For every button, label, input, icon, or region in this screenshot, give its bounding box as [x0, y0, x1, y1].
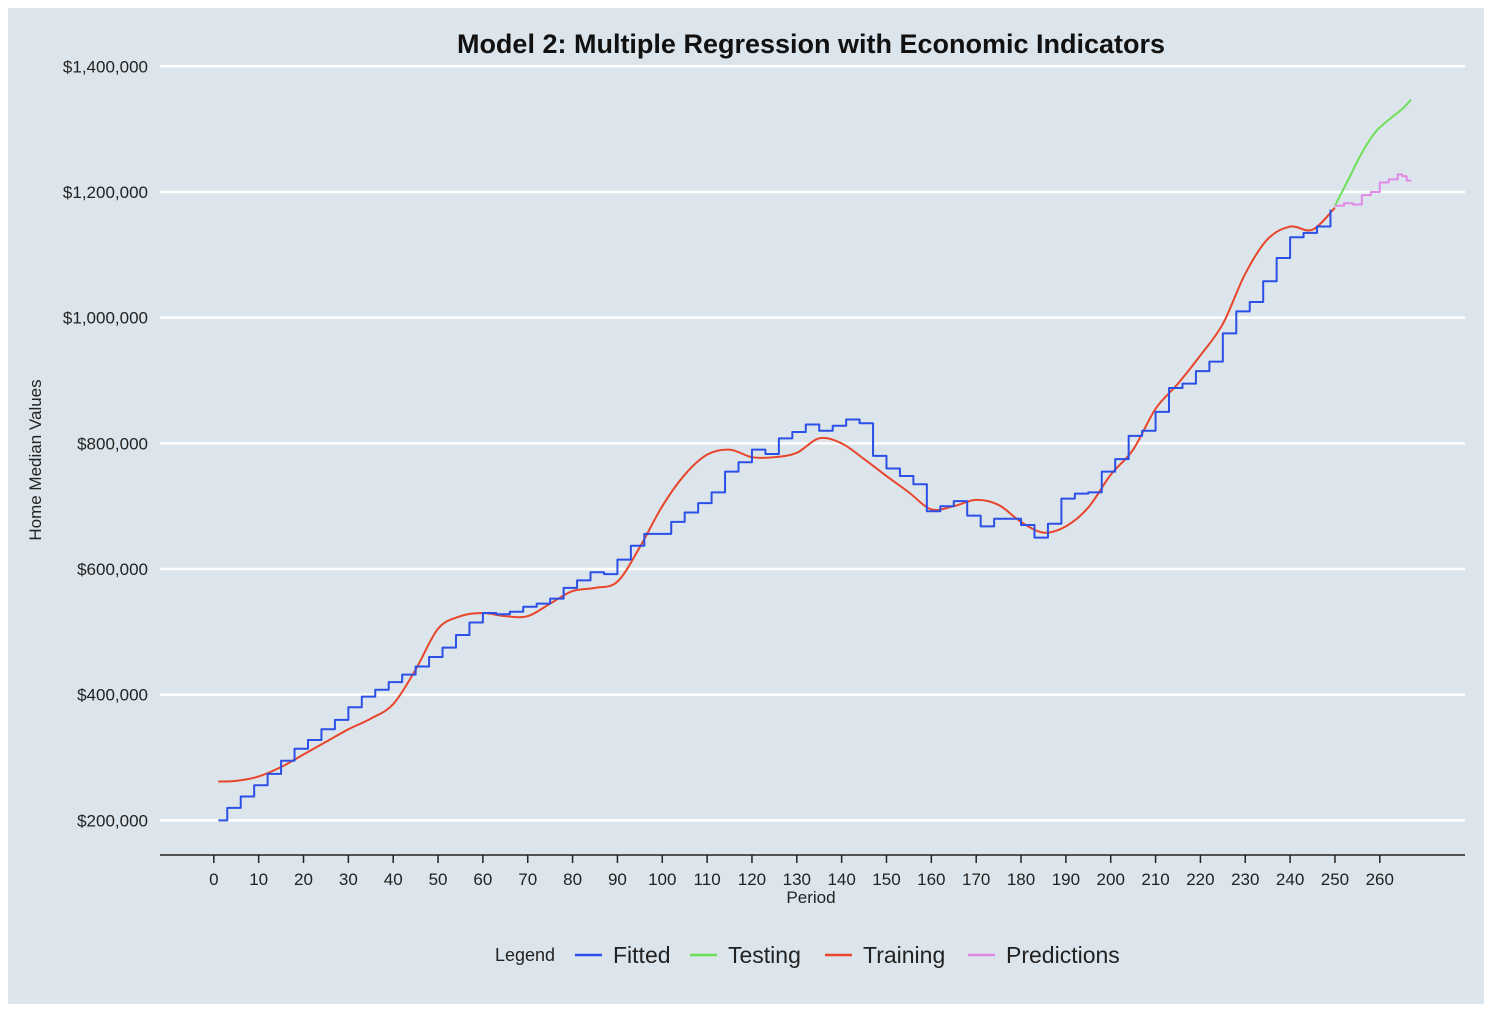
series-line-predictions [1334, 173, 1412, 207]
x-tick-label: 130 [783, 870, 811, 889]
y-tick-label: $1,200,000 [63, 183, 148, 202]
x-tick-label: 200 [1097, 870, 1125, 889]
legend: Legend Fitted Testing Training Predictions [495, 942, 1120, 968]
chart-title: Model 2: Multiple Regression with Econom… [457, 29, 1165, 59]
x-axis-title: Period [786, 888, 835, 907]
grid-lines [160, 65, 1465, 822]
y-tick-label: $200,000 [77, 811, 148, 830]
x-tick-label: 190 [1052, 870, 1080, 889]
x-tick-label: 40 [384, 870, 403, 889]
x-tick-label: 100 [648, 870, 676, 889]
legend-title: Legend [495, 945, 555, 965]
x-tick-label: 160 [917, 870, 945, 889]
y-tick-label: $1,000,000 [63, 309, 148, 328]
x-tick-label: 80 [563, 870, 582, 889]
series-lines [218, 98, 1412, 822]
y-tick-label: $1,400,000 [63, 57, 148, 76]
x-tick-label: 150 [872, 870, 900, 889]
y-axis-tick-labels: $200,000 $400,000 $600,000 $800,000 $1,000,0… [63, 57, 148, 830]
legend-label-testing: Testing [728, 942, 801, 968]
x-tick-label: 140 [827, 870, 855, 889]
x-tick-label: 90 [608, 870, 627, 889]
y-axis-title: Home Median Values [26, 379, 45, 540]
x-tick-label: 120 [738, 870, 766, 889]
x-tick-label: 220 [1186, 870, 1214, 889]
series-line-testing [1334, 98, 1412, 207]
x-tick-label: 20 [294, 870, 313, 889]
x-tick-label: 230 [1231, 870, 1259, 889]
legend-label-predictions: Predictions [1006, 942, 1120, 968]
y-tick-label: $400,000 [77, 686, 148, 705]
x-tick-label: 250 [1321, 870, 1349, 889]
x-tick-label: 180 [1007, 870, 1035, 889]
chart-panel [8, 8, 1484, 1004]
x-tick-label: 110 [694, 870, 721, 889]
legend-label-training: Training [863, 942, 945, 968]
x-tick-label: 210 [1141, 870, 1169, 889]
x-tick-label: 0 [209, 870, 218, 889]
x-tick-label: 260 [1366, 870, 1394, 889]
legend-label-fitted: Fitted [613, 942, 671, 968]
x-tick-label: 70 [518, 870, 537, 889]
x-tick-label: 50 [429, 870, 448, 889]
x-tick-label: 10 [249, 870, 268, 889]
x-tick-label: 240 [1276, 870, 1304, 889]
x-tick-label: 30 [339, 870, 358, 889]
y-tick-label: $600,000 [77, 560, 148, 579]
x-axis-ticks: 0 10 20 30 40 50 60 70 80 90 100 110 120 130 140 150 160… [209, 855, 1394, 889]
y-tick-label: $800,000 [77, 434, 148, 453]
series-line-training [218, 206, 1336, 783]
series-line-fitted [218, 209, 1332, 822]
x-tick-label: 60 [473, 870, 492, 889]
x-tick-label: 170 [962, 870, 990, 889]
